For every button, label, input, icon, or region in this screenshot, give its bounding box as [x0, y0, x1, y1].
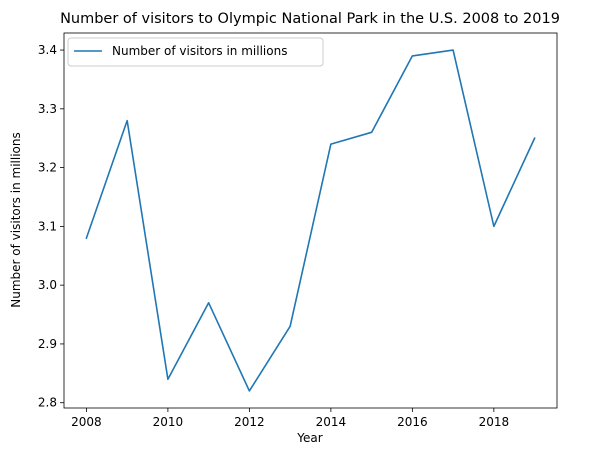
y-tick-label: 3.3	[38, 102, 57, 116]
x-tick-label: 2014	[316, 415, 347, 429]
y-tick-label: 2.8	[38, 396, 57, 410]
data-point	[533, 137, 535, 139]
y-axis-label: Number of visitors in millions	[9, 132, 23, 307]
x-tick-label: 2018	[479, 415, 510, 429]
chart-title: Number of visitors to Olympic National P…	[60, 11, 560, 27]
x-tick-label: 2010	[153, 415, 184, 429]
y-tick-label: 3.1	[38, 219, 57, 233]
data-point	[85, 237, 87, 239]
x-tick-label: 2012	[234, 415, 265, 429]
data-point	[167, 378, 169, 380]
series-layer	[85, 49, 536, 392]
legend: Number of visitors in millions	[67, 37, 324, 67]
data-point	[411, 55, 413, 57]
y-tick-label: 3.2	[38, 161, 57, 175]
y-tick-label: 3.4	[38, 43, 57, 57]
series-line	[85, 49, 536, 392]
data-point	[370, 131, 372, 133]
x-tick-label: 2016	[397, 415, 428, 429]
data-point	[330, 143, 332, 145]
legend-label: Number of visitors in millions	[112, 44, 287, 58]
plot-frame	[63, 32, 558, 409]
legend-box	[67, 37, 324, 67]
data-point	[207, 302, 209, 304]
y-tick-label: 3.0	[38, 278, 57, 292]
data-point	[452, 49, 454, 51]
data-point	[126, 119, 128, 121]
y-axis-ticks: 2.8 2.9 3.0 3.1 3.2 3.3 3.4	[38, 43, 64, 410]
x-axis-ticks: 2008 2010 2012 2014 2016 2018	[71, 408, 509, 429]
data-point	[493, 225, 495, 227]
x-tick-label: 2008	[71, 415, 102, 429]
data-point	[248, 390, 250, 392]
x-axis-label: Year	[296, 431, 322, 445]
data-point	[289, 325, 291, 327]
y-tick-label: 2.9	[38, 337, 57, 351]
